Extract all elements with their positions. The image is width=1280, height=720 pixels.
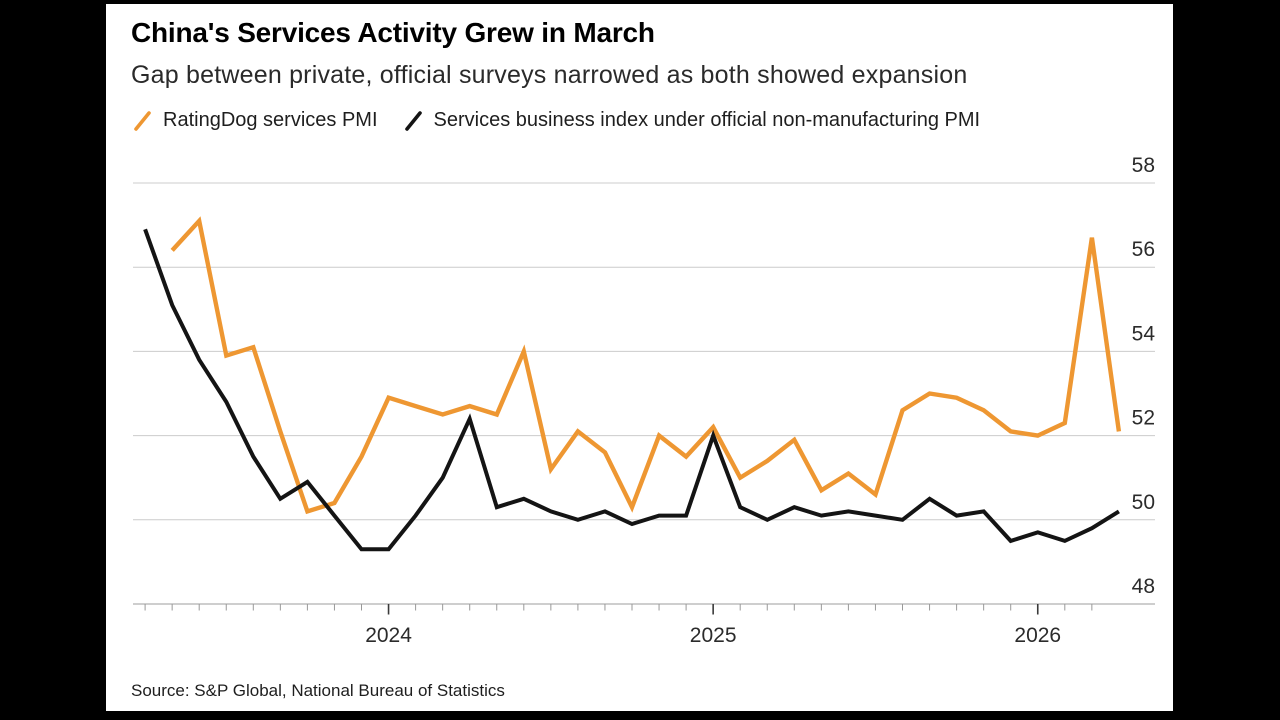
svg-text:2025: 2025	[690, 624, 737, 647]
legend-label-official: Services business index under official n…	[433, 109, 981, 131]
chart-card: China's Services Activity Grew in March …	[106, 4, 1173, 711]
svg-text:52: 52	[1132, 407, 1155, 430]
svg-text:58: 58	[1132, 154, 1155, 177]
chart-legend: RatingDog services PMI Services business…	[133, 109, 980, 132]
official-series-slash-icon	[404, 110, 422, 131]
svg-text:54: 54	[1132, 322, 1156, 345]
pmi-line-chart: 2024 2025 2026 58 56 54 52 50 48	[133, 154, 1156, 647]
svg-text:2026: 2026	[1014, 624, 1061, 647]
ratingdog-series-slash-icon	[134, 110, 151, 131]
svg-text:50: 50	[1132, 491, 1155, 514]
chart-subtitle: Gap between private, official surveys na…	[131, 61, 968, 89]
svg-text:2024: 2024	[365, 624, 412, 647]
source-attribution: Source: S&P Global, National Bureau of S…	[131, 681, 505, 700]
legend-label-ratingdog: RatingDog services PMI	[163, 109, 378, 131]
svg-text:48: 48	[1132, 575, 1155, 598]
svg-text:56: 56	[1132, 238, 1155, 261]
legend-item-official: Services business index under official n…	[404, 109, 981, 132]
chart-title: China's Services Activity Grew in March	[131, 17, 655, 48]
legend-item-ratingdog: RatingDog services PMI	[133, 109, 378, 132]
